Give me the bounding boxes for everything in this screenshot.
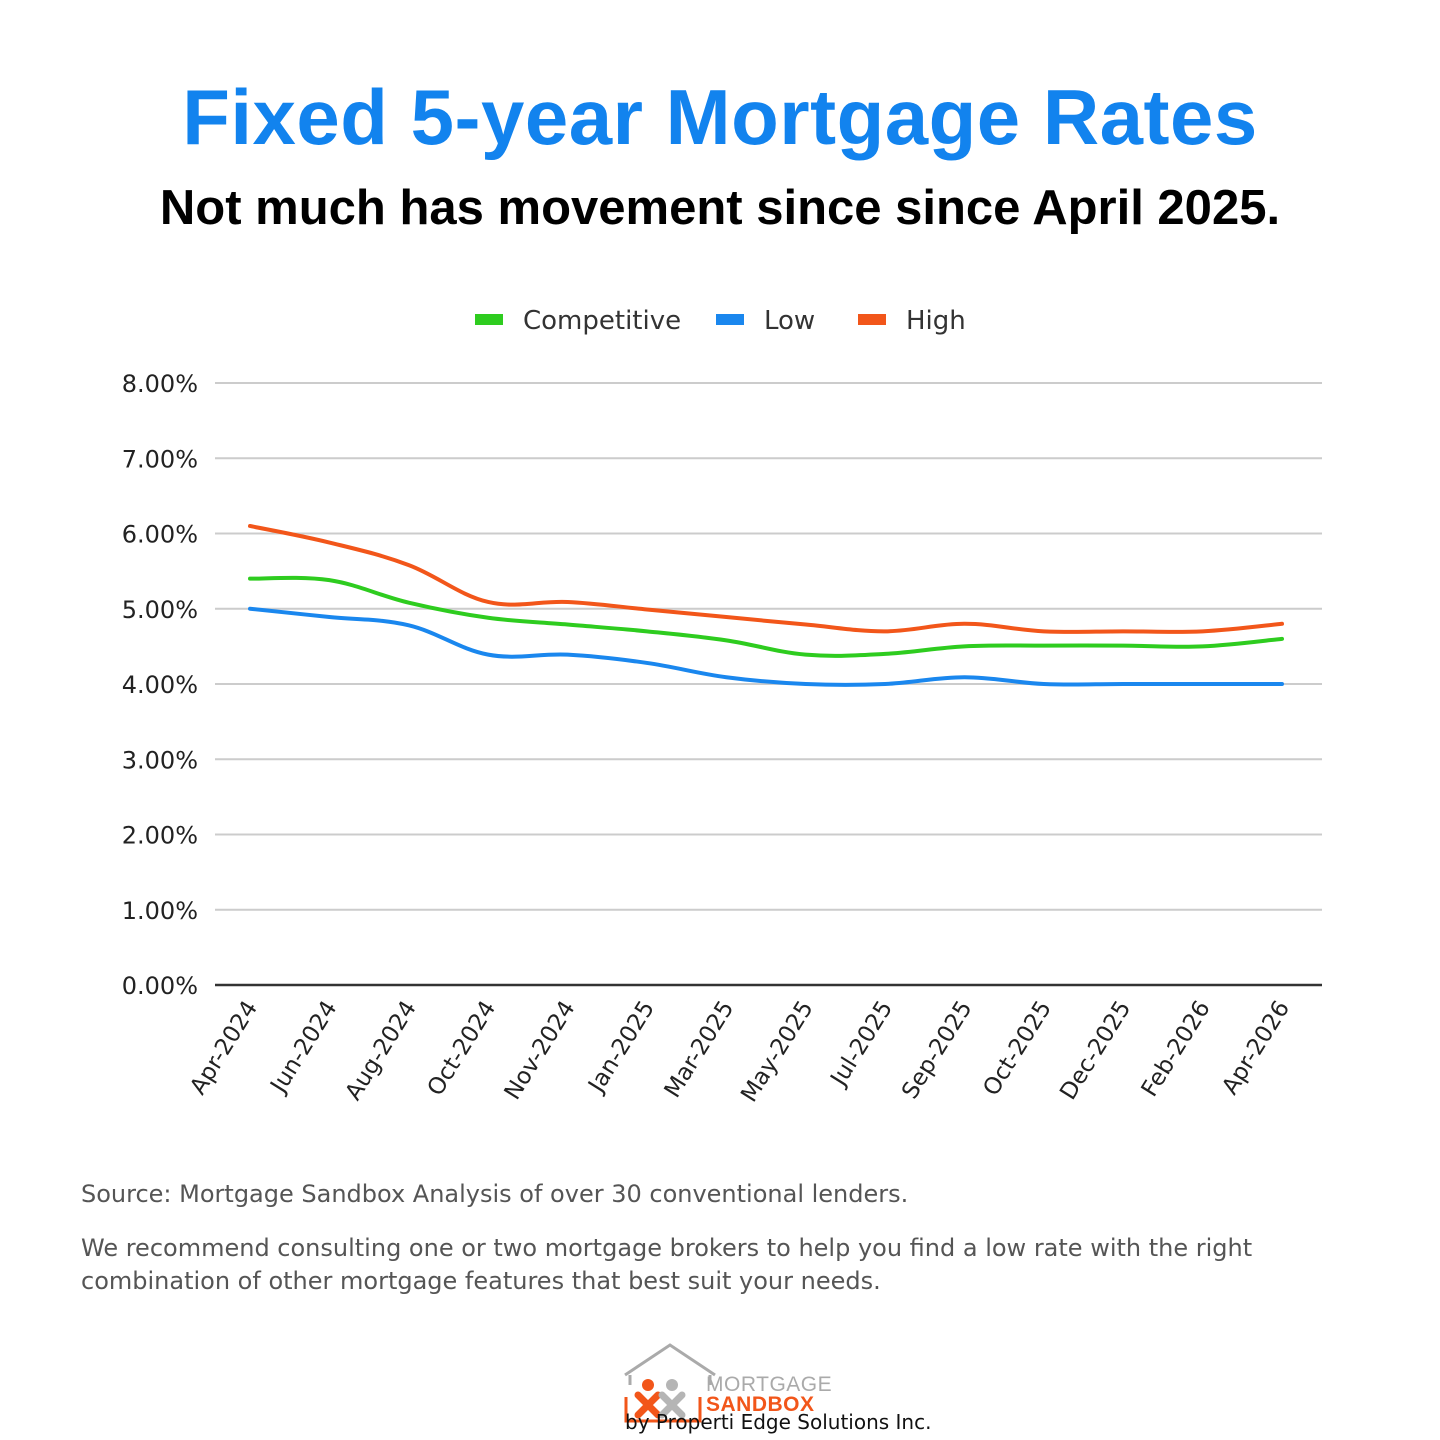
mortgage-sandbox-logo: MORTGAGE SANDBOX bbox=[624, 1343, 832, 1423]
x-tick-label: Apr-2026 bbox=[1217, 996, 1295, 1099]
legend-label-high: High bbox=[906, 306, 966, 336]
line-chart: Competitive Low High 0.00% 1.00% 2.00% 3.00% 4… bbox=[122, 306, 1322, 1107]
x-tick-label: May-2025 bbox=[736, 996, 818, 1106]
x-tick-label: Nov-2024 bbox=[500, 996, 581, 1104]
x-tick-label: Oct-2024 bbox=[423, 996, 502, 1100]
x-tick-label: Dec-2025 bbox=[1055, 996, 1136, 1104]
logo-word-sandbox: SANDBOX bbox=[706, 1393, 815, 1416]
advice-note: We recommend consulting one or two mortg… bbox=[81, 1234, 1253, 1295]
person-body-icon bbox=[658, 1391, 686, 1419]
legend-swatch-competitive bbox=[475, 314, 503, 325]
x-tick-label: Aug-2024 bbox=[341, 996, 422, 1105]
legend: Competitive Low High bbox=[475, 306, 966, 336]
y-tick-label: 8.00% bbox=[122, 370, 198, 398]
series-line-competitive bbox=[248, 575, 1284, 658]
series-line-low bbox=[248, 606, 1284, 687]
logo-word-mortgage: MORTGAGE bbox=[706, 1373, 832, 1396]
x-tick-label: Mar-2025 bbox=[660, 996, 740, 1102]
person-head-icon bbox=[666, 1379, 678, 1391]
y-tick-label: 1.00% bbox=[122, 897, 198, 925]
legend-swatch-low bbox=[716, 314, 744, 325]
legend-label-competitive: Competitive bbox=[523, 306, 681, 336]
x-tick-label: Oct-2025 bbox=[978, 996, 1057, 1100]
x-tick-label: Jun-2024 bbox=[265, 996, 343, 1099]
y-tick-label: 6.00% bbox=[122, 521, 198, 549]
x-tick-label: Jul-2025 bbox=[825, 996, 898, 1092]
legend-swatch-high bbox=[858, 314, 886, 325]
y-tick-label: 7.00% bbox=[122, 445, 198, 473]
x-tick-label: Jan-2025 bbox=[583, 996, 660, 1098]
y-tick-label: 2.00% bbox=[122, 822, 198, 850]
house-roof-icon bbox=[624, 1343, 716, 1377]
y-axis-ticks: 0.00% 1.00% 2.00% 3.00% 4.00% 5.00% 6.00% 7.00%… bbox=[122, 370, 198, 1000]
series-lines bbox=[248, 523, 1284, 687]
person-body-icon bbox=[634, 1391, 662, 1419]
source-note: Source: Mortgage Sandbox Analysis of ove… bbox=[81, 1180, 909, 1208]
y-tick-label: 5.00% bbox=[122, 596, 198, 624]
sandbox-bracket-icon bbox=[624, 1397, 702, 1423]
byline: by Properti Edge Solutions Inc. bbox=[625, 1410, 932, 1434]
y-tick-label: 0.00% bbox=[122, 972, 198, 1000]
y-tick-label: 4.00% bbox=[122, 671, 198, 699]
chart-subtitle: Not much has movement since since April … bbox=[159, 181, 1281, 235]
house-walls-icon bbox=[628, 1375, 712, 1385]
series-line-high bbox=[248, 523, 1284, 634]
chart-title: Fixed 5-year Mortgage Rates bbox=[182, 73, 1258, 161]
gridlines bbox=[215, 382, 1322, 987]
x-tick-label: Sep-2025 bbox=[897, 996, 977, 1103]
legend-label-low: Low bbox=[764, 306, 815, 336]
person-head-icon bbox=[642, 1379, 654, 1391]
x-tick-label: Feb-2026 bbox=[1137, 996, 1216, 1101]
y-tick-label: 3.00% bbox=[122, 746, 198, 774]
x-tick-label: Apr-2024 bbox=[185, 996, 263, 1099]
